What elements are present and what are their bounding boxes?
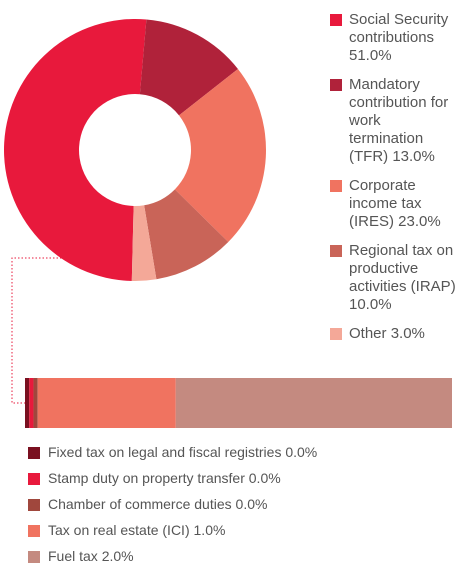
legend-label: Stamp duty on property transfer [48,470,245,486]
legend-item: Stamp duty on property transfer 0.0% [28,470,317,487]
legend-value: 0.0% [248,470,281,486]
legend-label: Tax on real estate (ICI) [48,522,190,538]
bar-segment [29,378,34,428]
legend-swatch [28,524,40,537]
donut-legend: Social Security contributions 51.0% Manda… [330,11,456,343]
legend-label: Regional tax on productive activities (I… [349,242,456,295]
bar-segment [175,378,453,428]
legend-swatch [330,328,342,340]
legend-label: Corporate income tax (IRES) [349,177,422,230]
legend-text: Fixed tax on legal and fiscal registries… [48,444,317,461]
legend-text: Corporate income tax (IRES) 23.0% [349,177,456,231]
legend-value: 0.0% [235,496,268,512]
legend-text: Fuel tax 2.0% [48,548,134,565]
legend-text: Mandatory contribution for work terminat… [349,76,456,166]
legend-swatch [330,79,342,91]
legend-item: Fixed tax on legal and fiscal registries… [28,444,317,461]
legend-value: 13.0% [392,148,435,165]
bar-segment [37,378,176,428]
legend-value: 2.0% [101,548,134,564]
legend-swatch [28,472,40,485]
legend-text: Social Security contributions 51.0% [349,11,456,65]
donut-slice [144,189,229,280]
legend-swatch [330,14,342,26]
legend-item: Chamber of commerce duties 0.0% [28,496,317,513]
legend-swatch [28,446,40,459]
legend-text: Regional tax on productive activities (I… [349,242,456,314]
connector [11,257,135,404]
legend-item: Tax on real estate (ICI) 1.0% [28,522,317,539]
legend-value: 3.0% [390,325,425,342]
legend-value: 23.0% [398,213,441,230]
legend-text: Tax on real estate (ICI) 1.0% [48,522,225,539]
bar-segment [25,378,30,428]
legend-value: 51.0% [349,47,392,64]
legend-item: Mandatory contribution for work terminat… [330,76,456,166]
legend-value: 1.0% [193,522,226,538]
legend-text: Stamp duty on property transfer 0.0% [48,470,281,487]
legend-swatch [330,245,342,257]
legend-swatch [28,550,40,563]
donut-slice [139,19,238,116]
legend-label: Fuel tax [48,548,98,564]
legend-swatch [330,180,342,192]
chart [4,19,453,428]
legend-item: Other 3.0% [330,325,456,343]
legend-item: Regional tax on productive activities (I… [330,242,456,314]
legend-swatch [28,498,40,511]
legend-item: Social Security contributions 51.0% [330,11,456,65]
legend-text: Other 3.0% [349,325,456,343]
legend-label: Other [349,325,387,342]
legend-value: 0.0% [285,444,318,460]
legend-item: Corporate income tax (IRES) 23.0% [330,177,456,231]
legend-label: Social Security contributions [349,11,449,46]
donut-slice [4,19,147,281]
legend-label: Mandatory contribution for work terminat… [349,76,449,165]
donut-slice [131,205,157,282]
legend-text: Chamber of commerce duties 0.0% [48,496,267,513]
bar-segment [33,378,38,428]
legend-value: 10.0% [349,296,392,313]
bar-legend: Fixed tax on legal and fiscal registries… [28,444,317,565]
donut-slice [174,68,266,242]
legend-item: Fuel tax 2.0% [28,548,317,565]
legend-label: Fixed tax on legal and fiscal registries [48,444,282,460]
legend-label: Chamber of commerce duties [48,496,232,512]
